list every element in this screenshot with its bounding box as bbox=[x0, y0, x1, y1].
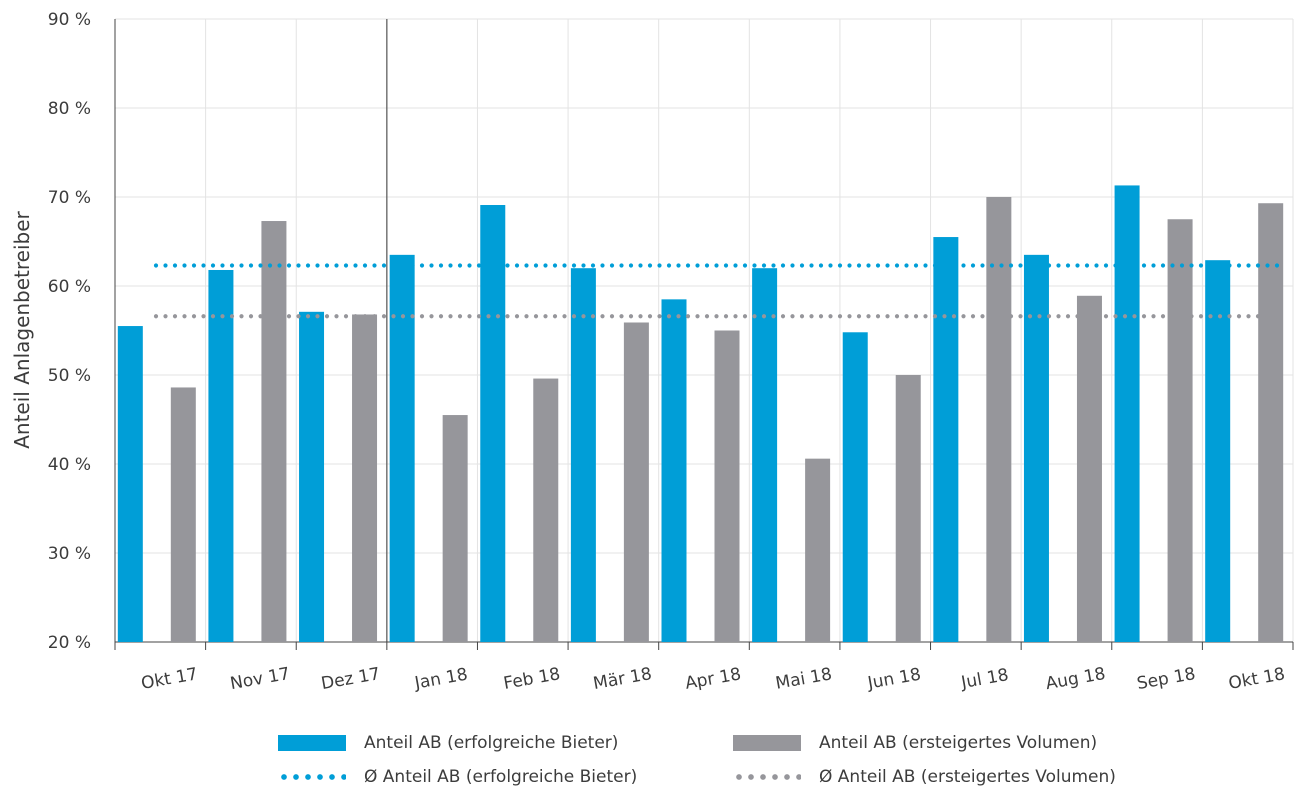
x-category-label: Okt 18 bbox=[1227, 664, 1287, 694]
x-category-label: Jul 18 bbox=[959, 665, 1010, 693]
bar-ersteigertes-volumen-5 bbox=[623, 322, 649, 642]
bar-erfolgreiche-bieter-10 bbox=[1023, 254, 1049, 642]
bar-ersteigertes-volumen-8 bbox=[895, 375, 921, 642]
x-category-label: Mär 18 bbox=[592, 664, 654, 694]
x-category-label: Sep 18 bbox=[1135, 664, 1197, 694]
legend-label-avg-1: Ø Anteil AB (erfolgreiche Bieter) bbox=[364, 767, 638, 787]
bar-ersteigertes-volumen-12 bbox=[1258, 203, 1284, 643]
x-category-label: Nov 17 bbox=[229, 664, 292, 694]
bar-chart: 20 % 30 % 40 % 50 % 60 % 70 % 80 % 90 % Okt 17 No… bbox=[10, 10, 1294, 694]
legend-swatch-series-1 bbox=[278, 735, 346, 751]
y-tick-label: 30 % bbox=[48, 544, 91, 564]
bar-erfolgreiche-bieter-0 bbox=[117, 326, 143, 642]
y-tick-label: 80 % bbox=[48, 99, 91, 119]
bar-erfolgreiche-bieter-4 bbox=[480, 205, 506, 642]
legend-swatch-avg-1 bbox=[278, 774, 346, 780]
legend-label-series-1: Anteil AB (erfolgreiche Bieter) bbox=[364, 733, 619, 753]
x-category-label: Okt 17 bbox=[140, 664, 200, 694]
bar-erfolgreiche-bieter-9 bbox=[933, 237, 959, 643]
x-category-label: Aug 18 bbox=[1044, 664, 1107, 694]
bar-ersteigertes-volumen-7 bbox=[805, 458, 831, 642]
bar-erfolgreiche-bieter-1 bbox=[208, 269, 234, 642]
legend-label-avg-2: Ø Anteil AB (ersteigertes Volumen) bbox=[819, 767, 1116, 787]
bar-ersteigertes-volumen-0 bbox=[170, 387, 196, 642]
bar-erfolgreiche-bieter-2 bbox=[299, 311, 325, 642]
bar-ersteigertes-volumen-3 bbox=[442, 415, 468, 642]
legend-label-series-2: Anteil AB (ersteigertes Volumen) bbox=[819, 733, 1098, 753]
legend: Anteil AB (erfolgreiche Bieter) Anteil A… bbox=[278, 733, 1178, 793]
bar-erfolgreiche-bieter-8 bbox=[842, 332, 868, 642]
y-tick-label: 60 % bbox=[48, 277, 91, 297]
x-category-label: Jan 18 bbox=[412, 665, 469, 694]
legend-item-avg-1: Ø Anteil AB (erfolgreiche Bieter) bbox=[278, 767, 637, 787]
legend-item-series-2: Anteil AB (ersteigertes Volumen) bbox=[733, 733, 1097, 753]
bar-erfolgreiche-bieter-11 bbox=[1114, 185, 1140, 642]
y-tick-label: 90 % bbox=[48, 10, 91, 30]
bar-ersteigertes-volumen-10 bbox=[1076, 295, 1102, 642]
bar-ersteigertes-volumen-1 bbox=[261, 221, 287, 642]
x-category-label: Mai 18 bbox=[774, 664, 833, 694]
legend-item-avg-2: Ø Anteil AB (ersteigertes Volumen) bbox=[733, 767, 1116, 787]
legend-item-series-1: Anteil AB (erfolgreiche Bieter) bbox=[278, 733, 618, 753]
bar-ersteigertes-volumen-11 bbox=[1167, 219, 1193, 642]
x-category-label: Dez 17 bbox=[320, 664, 382, 694]
bar-erfolgreiche-bieter-12 bbox=[1205, 260, 1231, 642]
bar-ersteigertes-volumen-6 bbox=[714, 330, 740, 642]
x-category-label: Feb 18 bbox=[502, 664, 562, 694]
bar-erfolgreiche-bieter-3 bbox=[389, 254, 415, 642]
bar-erfolgreiche-bieter-7 bbox=[752, 268, 778, 642]
x-category-label: Jun 18 bbox=[865, 665, 922, 694]
bar-erfolgreiche-bieter-6 bbox=[661, 299, 687, 642]
y-tick-label: 20 % bbox=[48, 633, 91, 653]
y-tick-label: 40 % bbox=[48, 455, 91, 475]
legend-swatch-avg-2 bbox=[733, 774, 801, 780]
bar-erfolgreiche-bieter-5 bbox=[570, 268, 596, 642]
bar-ersteigertes-volumen-4 bbox=[533, 378, 559, 642]
bar-ersteigertes-volumen-2 bbox=[352, 314, 378, 642]
y-tick-label: 50 % bbox=[48, 366, 91, 386]
legend-swatch-series-2 bbox=[733, 735, 801, 751]
y-axis-title: Anteil Anlagenbetreiber bbox=[10, 210, 34, 448]
x-category-label: Apr 18 bbox=[684, 664, 743, 693]
y-tick-label: 70 % bbox=[48, 188, 91, 208]
bar-ersteigertes-volumen-9 bbox=[986, 197, 1012, 642]
